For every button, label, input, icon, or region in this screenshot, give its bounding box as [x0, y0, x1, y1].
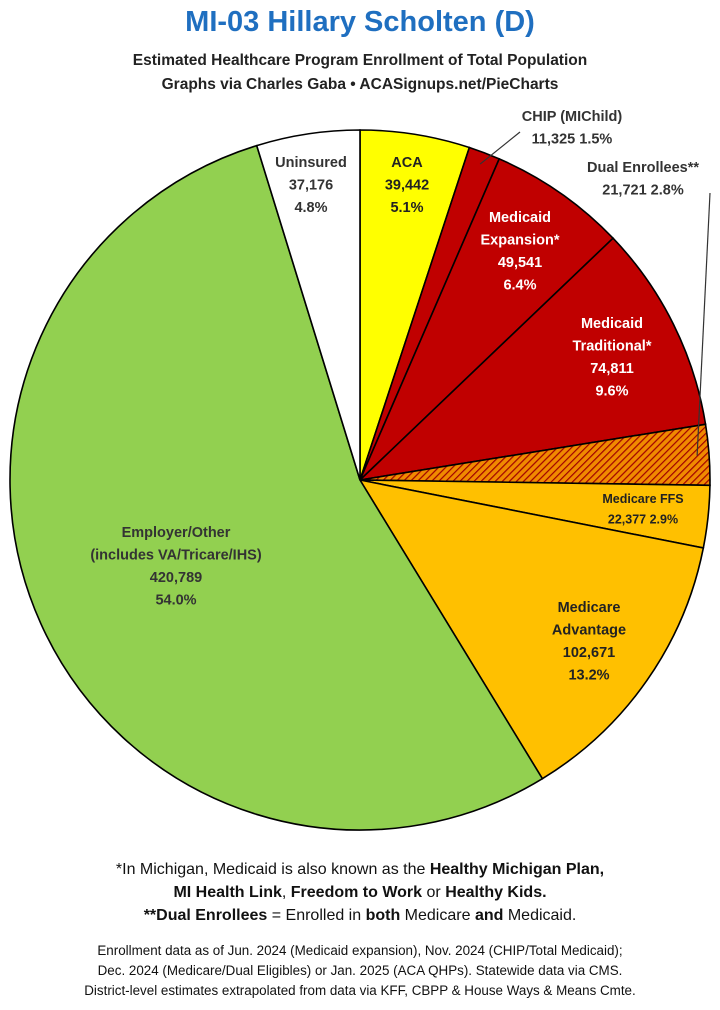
footnote-bold: Healthy Kids.	[445, 884, 547, 901]
slice-label-employer-other-includes-va-tricare-ihs: Employer/Other	[122, 525, 231, 541]
slice-label-aca: 5.1%	[390, 200, 423, 216]
pie-slices	[9, 129, 711, 831]
slice-label-dual-enrollees: Dual Enrollees**	[587, 160, 699, 176]
chart-title: MI-03 Hillary Scholten (D)	[185, 6, 535, 38]
footnote-line-2: MI Health Link, Freedom to Work or Healt…	[0, 881, 720, 904]
slice-label-medicaid-expansion: 49,541	[498, 255, 542, 271]
footnote-bold: Healthy Michigan Plan,	[429, 861, 605, 878]
footnote-text: Medicare	[400, 907, 475, 924]
leader-line-dual-enrollees	[696, 192, 711, 456]
slice-label-medicaid-traditional: 74,811	[590, 361, 634, 377]
footnote-text: *In Michigan, Medicaid is also known as …	[115, 861, 430, 878]
pie-slice-employer-other-includes-va-tricare-ihs	[9, 144, 544, 831]
slice-label-employer-other-includes-va-tricare-ihs: 420,789	[150, 570, 202, 586]
source-line: Dec. 2024 (Medicare/Dual Eligibles) or J…	[97, 963, 623, 978]
pie-slice-uninsured	[255, 129, 361, 481]
slice-label-chip-michild: 11,325 1.5%	[532, 132, 613, 148]
chart-credit: Graphs via Charles Gaba • ACASignups.net…	[161, 76, 559, 93]
footnote-text: ,	[281, 884, 291, 901]
pie-slice-medicaid-expansion	[359, 157, 615, 481]
slice-label-uninsured: Uninsured	[275, 155, 347, 171]
leader-lines	[479, 131, 711, 456]
pie-slice-medicaid-traditional	[357, 237, 707, 482]
footnote-line-3: **Dual Enrollees = Enrolled in both Medi…	[0, 904, 720, 927]
slice-label-medicare-ffs: Medicare FFS	[602, 492, 683, 506]
source-line: District-level estimates extrapolated fr…	[84, 983, 636, 998]
footnote-bold: MI Health Link	[173, 884, 282, 901]
slice-label-employer-other-includes-va-tricare-ihs: 54.0%	[155, 593, 196, 609]
slice-label-uninsured: 37,176	[289, 178, 333, 194]
footnote-text: = Enrolled in	[267, 907, 366, 924]
slice-label-medicaid-expansion: Medicaid	[489, 210, 551, 226]
data-sources: Enrollment data as of Jun. 2024 (Medicai…	[0, 941, 720, 1001]
slice-label-medicare-ffs: 22,377 2.9%	[608, 513, 678, 527]
footnote-bold: and	[474, 907, 504, 924]
footnote-text: Medicaid.	[503, 907, 577, 924]
slice-label-medicaid-expansion: Expansion*	[481, 233, 560, 249]
footnote-bold: **Dual Enrollees	[143, 907, 268, 924]
slice-label-aca: 39,442	[385, 178, 429, 194]
slice-label-medicaid-traditional: 9.6%	[595, 384, 628, 400]
slice-label-uninsured: 4.8%	[294, 200, 327, 216]
footnote-bold: Freedom to Work	[290, 884, 423, 901]
slice-label-medicare-advantage: Medicare	[558, 600, 621, 616]
slice-label-medicaid-traditional: Medicaid	[581, 316, 643, 332]
leader-line-chip-michild	[479, 131, 521, 165]
slice-label-medicare-advantage: 13.2%	[568, 668, 609, 684]
footnotes: *In Michigan, Medicaid is also known as …	[0, 858, 720, 927]
slice-label-dual-enrollees: 21,721 2.8%	[602, 183, 684, 199]
footnote-bold: both	[365, 907, 401, 924]
source-line: Enrollment data as of Jun. 2024 (Medicai…	[97, 943, 623, 958]
slice-label-employer-other-includes-va-tricare-ihs: (includes VA/Tricare/IHS)	[90, 548, 262, 564]
pie-slice-medicare-advantage	[358, 478, 705, 780]
chart-subtitle: Estimated Healthcare Program Enrollment …	[132, 52, 588, 69]
slice-label-medicaid-traditional: Traditional*	[573, 339, 652, 355]
slice-label-aca: ACA	[391, 155, 423, 171]
slice-label-medicare-advantage: Advantage	[552, 623, 626, 639]
footnote-text: or	[422, 884, 446, 901]
slice-labels: ACA 39,442 5.1% CHIP (MIChild) 11,325 1.5% Me…	[90, 109, 699, 684]
slice-label-medicaid-expansion: 6.4%	[503, 278, 536, 294]
slice-label-medicare-advantage: 102,671	[563, 645, 615, 661]
footnote-line-1: *In Michigan, Medicaid is also known as …	[0, 858, 720, 881]
slice-label-chip-michild: CHIP (MIChild)	[522, 109, 623, 125]
